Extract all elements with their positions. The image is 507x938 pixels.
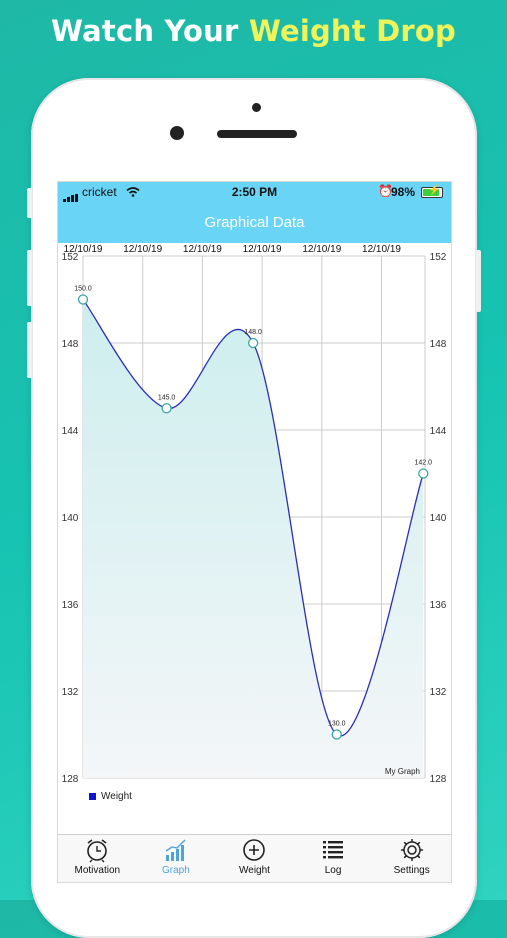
- y-tick-left: 132: [62, 687, 79, 698]
- gear-icon: [400, 839, 423, 861]
- chart-legend: Weight: [89, 791, 132, 802]
- status-time: 2:50 PM: [231, 185, 278, 199]
- chart-annotation: My Graph: [385, 767, 420, 776]
- carrier-label: cricket: [82, 185, 117, 199]
- phone-side-button: [27, 188, 32, 218]
- headline: Watch Your Weight Drop: [0, 14, 507, 48]
- data-label: 142.0: [415, 460, 433, 467]
- tab-graph[interactable]: Graph: [137, 835, 216, 882]
- tab-weight[interactable]: Weight: [215, 835, 294, 882]
- bar-chart-icon: [165, 839, 186, 861]
- data-label: 150.0: [74, 286, 92, 293]
- data-point: [77, 294, 89, 305]
- x-tick-label: 12/10/19: [362, 244, 401, 255]
- battery-icon: ⚡: [421, 185, 443, 198]
- tab-motivation[interactable]: Motivation: [58, 835, 137, 882]
- wifi-icon: [126, 186, 140, 200]
- tab-label-settings: Settings: [393, 865, 430, 876]
- tab-label-graph: Graph: [161, 865, 190, 876]
- nav-bar: Graphical Data: [58, 202, 451, 243]
- headline-part1: Watch Your: [50, 14, 249, 48]
- y-tick-right: 132: [430, 687, 447, 698]
- tab-label-motivation: Motivation: [74, 865, 121, 876]
- y-tick-right: 148: [430, 339, 447, 350]
- y-tick-left: 144: [62, 426, 79, 437]
- phone-camera: [170, 126, 184, 140]
- y-tick-right: 136: [430, 600, 447, 611]
- tab-label-weight: Weight: [239, 865, 270, 876]
- y-tick-right: 144: [430, 426, 447, 437]
- series-area: [83, 299, 424, 778]
- headline-accent: Weight Drop: [248, 14, 456, 48]
- status-bar: cricket 2:50 PM ⏰ 98% ⚡: [58, 182, 451, 202]
- legend-swatch: [89, 792, 96, 800]
- phone-speaker: [217, 130, 297, 138]
- x-tick-label: 12/10/19: [123, 244, 162, 255]
- data-label: 148.0: [244, 329, 262, 336]
- y-tick-right: 140: [430, 513, 447, 524]
- list-icon: [323, 841, 344, 859]
- battery-percent: 98%: [390, 185, 415, 199]
- x-tick-label: 12/10/19: [183, 244, 222, 255]
- y-tick-left: 136: [62, 600, 79, 611]
- phone-power-button: [476, 250, 481, 312]
- tab-settings[interactable]: Settings: [372, 835, 451, 882]
- data-point: [161, 403, 172, 414]
- signal-icon: [63, 188, 79, 202]
- phone-volume-up-button: [27, 250, 32, 306]
- data-point: [247, 337, 259, 349]
- tab-log[interactable]: Log: [294, 835, 373, 882]
- alarm-clock-icon: [87, 839, 108, 863]
- x-tick-label: 12/10/19: [302, 244, 341, 255]
- y-tick-right: 152: [430, 252, 447, 263]
- phone-volume-down-button: [27, 322, 32, 378]
- data-point: [418, 468, 429, 479]
- series-line-weight: [82, 299, 424, 737]
- phone-sensor: [252, 103, 261, 112]
- data-point: [331, 729, 342, 740]
- app-screen: cricket 2:50 PM ⏰ 98% ⚡ Graphical Data 1…: [57, 181, 452, 883]
- y-tick-left: 140: [62, 513, 79, 524]
- y-tick-right: 128: [430, 774, 447, 785]
- alarm-icon: ⏰: [378, 184, 393, 198]
- tab-bar: Motivation Graph Weight Log Settings: [58, 834, 451, 882]
- weight-chart: 152 152 148 148 144 144 140 140 136 136 132 132 128 1…: [62, 244, 447, 785]
- legend-label: Weight: [101, 791, 132, 802]
- page-title: Graphical Data: [204, 214, 305, 231]
- tab-label-log: Log: [324, 865, 342, 876]
- y-tick-left: 128: [62, 774, 79, 785]
- y-tick-left: 148: [62, 339, 79, 350]
- data-label: 130.0: [328, 721, 346, 728]
- y-tick-left: 152: [62, 252, 79, 263]
- x-tick-label: 12/10/19: [64, 244, 103, 255]
- x-tick-label: 12/10/19: [243, 244, 282, 255]
- plus-circle-icon: [243, 839, 266, 861]
- data-label: 145.0: [158, 394, 176, 401]
